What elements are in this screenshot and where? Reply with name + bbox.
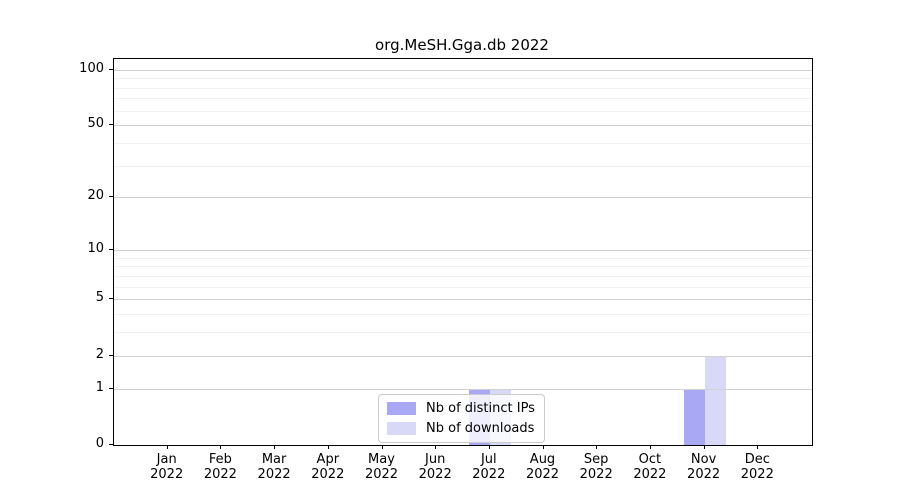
grid-line-minor (114, 332, 812, 334)
grid-line-minor (114, 98, 812, 100)
y-tick-label: 0 (95, 436, 104, 451)
x-tick-mark (488, 445, 490, 449)
grid-line-minor (114, 257, 812, 259)
x-tick-label: Aug 2022 (525, 452, 560, 482)
y-tick-label: 5 (95, 290, 104, 306)
x-tick-mark (596, 445, 598, 449)
x-tick-label: Sep 2022 (579, 452, 613, 482)
y-tick-mark (109, 354, 113, 356)
chart-title: org.MeSH.Gga.db 2022 (375, 36, 549, 54)
grid-line (114, 197, 812, 199)
x-tick-label: Jun 2022 (418, 452, 452, 482)
y-tick-mark (109, 68, 113, 70)
y-tick-label: 10 (87, 240, 104, 256)
x-tick-mark (757, 445, 759, 449)
x-tick-mark (381, 445, 383, 449)
x-tick-label: Dec 2022 (740, 452, 774, 482)
legend-item-distinct-ips: Nb of distinct IPs (387, 401, 535, 416)
x-tick-mark (649, 445, 651, 449)
x-tick-label: Jan 2022 (150, 452, 184, 482)
legend-label-distinct-ips: Nb of distinct IPs (426, 401, 535, 416)
grid-line-minor (114, 286, 812, 288)
x-tick-mark (435, 445, 437, 449)
x-tick-mark (542, 445, 544, 449)
y-tick-mark (109, 248, 113, 250)
y-tick-mark (109, 387, 113, 389)
grid-line-minor (114, 87, 812, 89)
plot-area: Nb of distinct IPs Nb of downloads (113, 58, 813, 446)
grid-line-minor (114, 275, 812, 277)
y-tick-label: 2 (95, 346, 104, 362)
x-tick-mark (703, 445, 705, 449)
legend-swatch-downloads (387, 422, 416, 435)
y-tick-label: 1 (95, 379, 104, 395)
grid-line-minor (114, 266, 812, 268)
legend-swatch-distinct-ips (387, 402, 416, 415)
x-tick-label: Oct 2022 (633, 452, 667, 482)
legend-item-downloads: Nb of downloads (387, 421, 535, 436)
x-tick-label: Mar 2022 (257, 452, 291, 482)
x-tick-label: Apr 2022 (311, 452, 345, 482)
grid-line-minor (114, 110, 812, 112)
x-tick-label: Feb 2022 (203, 452, 237, 482)
grid-line (114, 388, 812, 390)
x-tick-mark (166, 445, 168, 449)
x-tick-mark (274, 445, 276, 449)
x-tick-mark (220, 445, 222, 449)
grid-line (114, 249, 812, 251)
y-tick-mark (109, 124, 113, 126)
grid-line-minor (114, 142, 812, 144)
y-tick-mark (109, 298, 113, 300)
y-tick-mark (109, 196, 113, 198)
x-tick-label: Nov 2022 (687, 452, 721, 482)
grid-line-minor (114, 314, 812, 316)
legend: Nb of distinct IPs Nb of downloads (378, 394, 545, 443)
x-tick-label: May 2022 (364, 452, 399, 482)
legend-label-downloads: Nb of downloads (426, 421, 535, 436)
y-tick-label: 50 (87, 116, 104, 132)
y-tick-label: 20 (87, 188, 104, 204)
bar-downloads (704, 355, 726, 445)
grid-line (114, 355, 812, 357)
bar-distinct-ips (683, 388, 705, 445)
x-tick-label: Jul 2022 (472, 452, 506, 482)
y-tick-mark (109, 444, 113, 445)
grid-line (114, 299, 812, 301)
grid-line-minor (114, 78, 812, 79)
grid-line-minor (114, 165, 812, 167)
grid-line (114, 125, 812, 127)
grid-line (114, 69, 812, 71)
y-tick-label: 100 (79, 60, 104, 76)
x-tick-mark (327, 445, 329, 449)
